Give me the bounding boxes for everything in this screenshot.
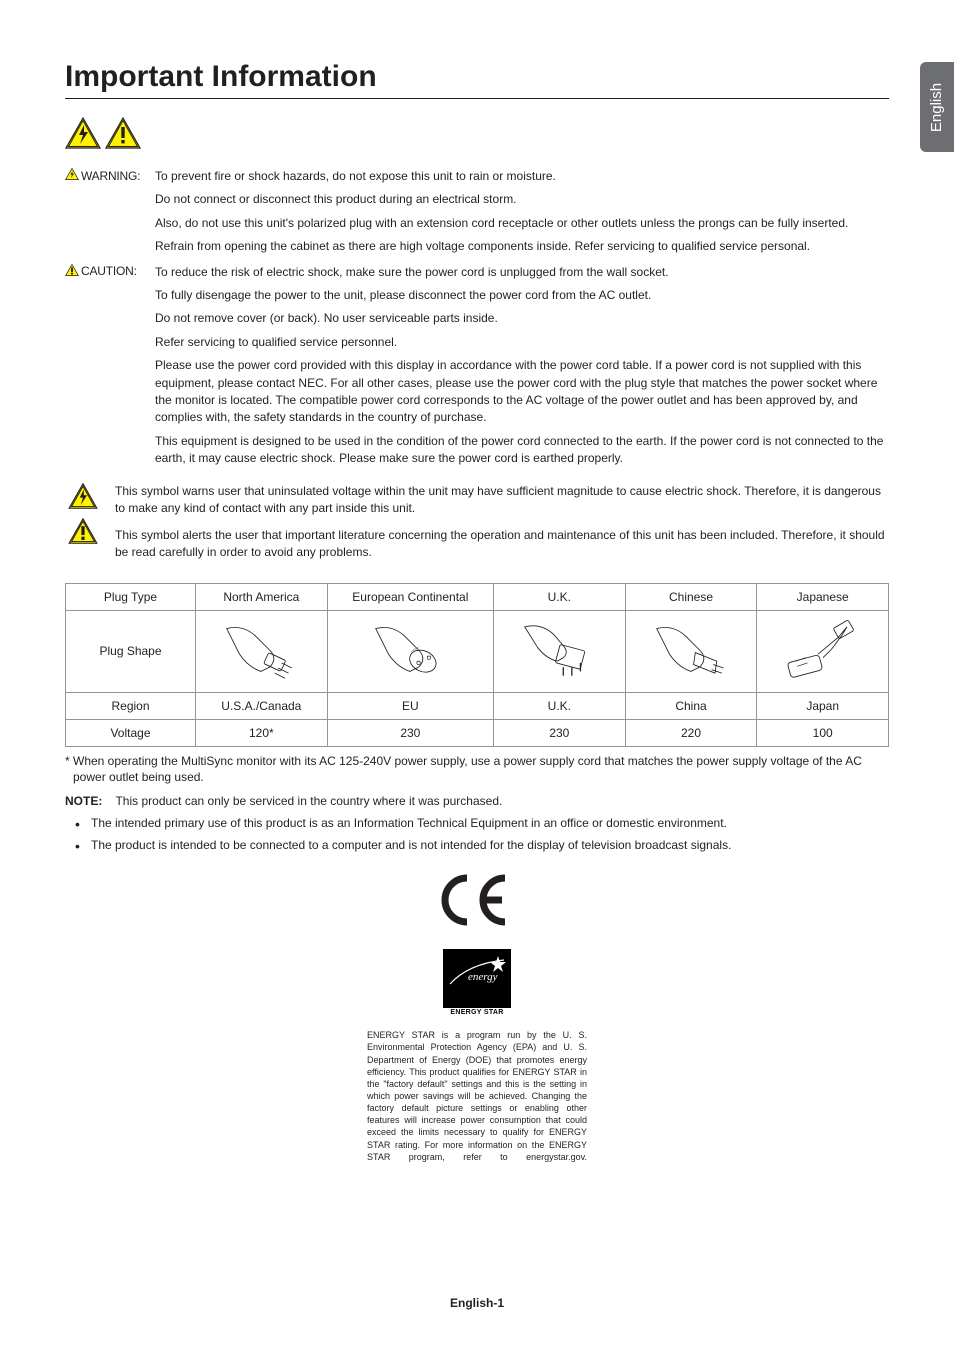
plug-shape-cn	[625, 610, 757, 692]
page-number: English-1	[0, 1296, 954, 1310]
caution-para: Refer servicing to qualified service per…	[155, 334, 889, 351]
td-region: China	[625, 692, 757, 719]
th-cn: Chinese	[625, 583, 757, 610]
td-voltage: 230	[494, 719, 626, 746]
warning-block: WARNING: To prevent fire or shock hazard…	[65, 168, 889, 262]
table-row-shapes: Plug Shape	[66, 610, 889, 692]
caution-label: CAUTION:	[65, 264, 155, 279]
ce-mark-icon	[65, 872, 889, 933]
plug-shape-uk	[494, 610, 626, 692]
plug-shape-eu	[327, 610, 493, 692]
caution-para: To reduce the risk of electric shock, ma…	[155, 264, 889, 281]
table-row-region: Region U.S.A./Canada EU U.K. China Japan	[66, 692, 889, 719]
top-warning-icons	[65, 117, 889, 154]
th-uk: U.K.	[494, 583, 626, 610]
td-region: Japan	[757, 692, 889, 719]
language-tab: English	[920, 62, 954, 152]
warning-para: Do not connect or disconnect this produc…	[155, 191, 889, 208]
warning-label-text: WARNING:	[81, 169, 140, 183]
th-plug-type: Plug Type	[66, 583, 196, 610]
list-item: The product is intended to be connected …	[65, 836, 889, 854]
caution-body: To reduce the risk of electric shock, ma…	[155, 264, 889, 474]
td-region: EU	[327, 692, 493, 719]
caution-para: This equipment is designed to be used in…	[155, 433, 889, 468]
caution-small-icon	[65, 264, 79, 279]
note-text: This product can only be serviced in the…	[115, 794, 502, 808]
warning-label: WARNING:	[65, 168, 155, 183]
warning-para: Also, do not use this unit's polarized p…	[155, 215, 889, 232]
exclaim-triangle-icon	[105, 117, 141, 154]
bolt-triangle-icon	[68, 483, 98, 514]
th-na: North America	[196, 583, 328, 610]
note-label: NOTE:	[65, 794, 102, 808]
plug-shape-na	[196, 610, 328, 692]
table-row-header: Plug Type North America European Contine…	[66, 583, 889, 610]
energy-star-logo: energy ENERGY STAR	[443, 949, 511, 1017]
td-voltage: 100	[757, 719, 889, 746]
caution-label-text: CAUTION:	[81, 264, 137, 278]
td-region: U.S.A./Canada	[196, 692, 328, 719]
symbol-explanations: This symbol warns user that uninsulated …	[65, 483, 889, 560]
symbol-excl-text: This symbol alerts the user that importa…	[115, 527, 889, 561]
symbol-bolt-text: This symbol warns user that uninsulated …	[115, 483, 889, 517]
title-rule	[65, 98, 889, 99]
symbol-icons-stack	[65, 483, 101, 549]
warning-body: To prevent fire or shock hazards, do not…	[155, 168, 889, 262]
caution-block: CAUTION: To reduce the risk of electric …	[65, 264, 889, 474]
energy-star-text: ENERGY STAR is a program run by the U. S…	[367, 1029, 587, 1163]
language-tab-text: English	[929, 82, 946, 131]
plug-table: Plug Type North America European Contine…	[65, 583, 889, 747]
energy-star-block: energy ENERGY STAR ENERGY STAR is a prog…	[367, 949, 587, 1163]
list-item: The intended primary use of this product…	[65, 814, 889, 832]
plug-shape-jp	[757, 610, 889, 692]
bullet-list: The intended primary use of this product…	[65, 814, 889, 854]
exclaim-triangle-icon	[68, 518, 98, 549]
page-title: Important Information	[65, 60, 889, 94]
caution-para: To fully disengage the power to the unit…	[155, 287, 889, 304]
caution-para: Please use the power cord provided with …	[155, 357, 889, 427]
energy-star-label: ENERGY STAR	[443, 1008, 511, 1017]
th-jp: Japanese	[757, 583, 889, 610]
certification-marks: energy ENERGY STAR ENERGY STAR is a prog…	[65, 872, 889, 1164]
td-voltage: 230	[327, 719, 493, 746]
th-plug-shape: Plug Shape	[66, 610, 196, 692]
td-region: U.K.	[494, 692, 626, 719]
warning-para: To prevent fire or shock hazards, do not…	[155, 168, 889, 185]
th-eu: European Continental	[327, 583, 493, 610]
warning-para: Refrain from opening the cabinet as ther…	[155, 238, 889, 255]
th-voltage: Voltage	[66, 719, 196, 746]
caution-para: Do not remove cover (or back). No user s…	[155, 310, 889, 327]
warning-small-icon	[65, 168, 79, 183]
td-voltage: 220	[625, 719, 757, 746]
svg-text:energy: energy	[468, 971, 498, 983]
table-footnote: * When operating the MultiSync monitor w…	[65, 753, 889, 787]
th-region: Region	[66, 692, 196, 719]
bolt-triangle-icon	[65, 117, 101, 154]
table-row-voltage: Voltage 120* 230 230 220 100	[66, 719, 889, 746]
td-voltage: 120*	[196, 719, 328, 746]
note-line: NOTE: This product can only be serviced …	[65, 794, 889, 808]
